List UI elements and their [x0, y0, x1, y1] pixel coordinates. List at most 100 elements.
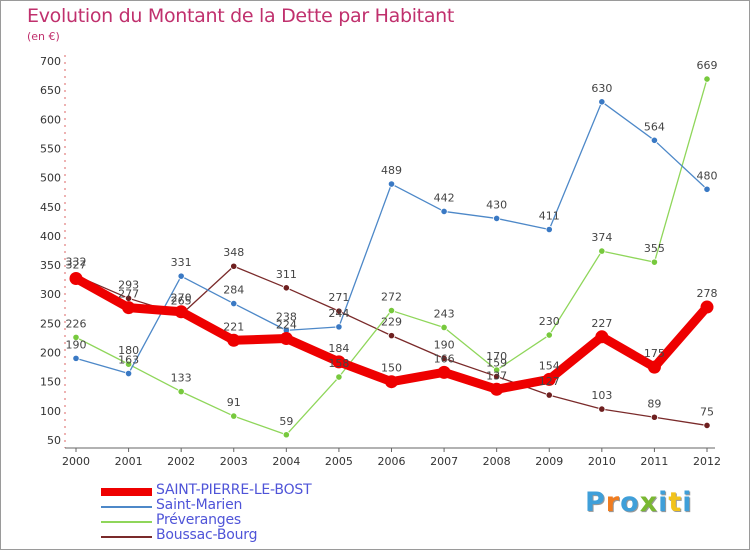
- data-label-preveranges: 243: [434, 307, 455, 320]
- data-label-preveranges: 355: [644, 242, 665, 255]
- x-tick-label: 2000: [62, 455, 90, 468]
- data-point-saint-pierre-le-bost: [174, 305, 188, 319]
- data-point-saint-marien: [335, 323, 343, 331]
- y-tick-label: 550: [40, 142, 61, 155]
- data-point-boussac-bourg: [440, 354, 448, 362]
- x-tick-label: 2012: [693, 455, 721, 468]
- data-point-preveranges: [335, 373, 343, 381]
- data-point-boussac-bourg: [282, 284, 290, 292]
- data-label-preveranges: 374: [591, 231, 612, 244]
- data-label-boussac-bourg: 311: [276, 268, 297, 281]
- data-label-preveranges: 226: [66, 317, 87, 330]
- y-tick-label: 450: [40, 201, 61, 214]
- data-label-saint-marien: 238: [276, 310, 297, 323]
- legend-label: Saint-Marien: [156, 497, 243, 513]
- data-point-preveranges: [545, 331, 553, 339]
- data-point-preveranges: [72, 333, 80, 341]
- data-point-preveranges: [493, 366, 501, 374]
- data-point-preveranges: [387, 306, 396, 315]
- brand-logo: Proxiti: [585, 487, 693, 518]
- data-label-saint-marien: 190: [66, 338, 87, 351]
- data-point-preveranges: [440, 323, 448, 332]
- data-label-saint-pierre-le-bost: 327: [66, 258, 87, 271]
- data-label-saint-pierre-le-bost: 277: [118, 288, 139, 301]
- data-label-preveranges: 170: [486, 350, 507, 363]
- data-point-saint-pierre-le-bost: [332, 355, 346, 369]
- y-tick-label: 600: [40, 113, 61, 126]
- data-point-saint-pierre-le-bost: [385, 375, 398, 389]
- data-label-saint-pierre-le-bost: 150: [381, 362, 402, 375]
- data-label-saint-pierre-le-bost: 221: [223, 320, 244, 333]
- data-label-boussac-bourg: 229: [381, 316, 402, 329]
- legend-swatch: [101, 506, 152, 508]
- data-point-preveranges: [282, 431, 290, 439]
- chart-subtitle: (en €): [27, 30, 60, 43]
- data-point-preveranges: [598, 247, 606, 255]
- x-tick-label: 2001: [115, 455, 143, 468]
- data-label-preveranges: 158: [328, 357, 349, 370]
- data-label-saint-pierre-le-bost: 270: [171, 292, 192, 305]
- data-point-saint-pierre-le-bost: [69, 271, 83, 285]
- y-tick-label: 400: [40, 230, 61, 243]
- data-label-boussac-bourg: 75: [700, 405, 714, 418]
- data-label-boussac-bourg: 265: [171, 295, 192, 308]
- legend-swatch: [101, 521, 152, 523]
- y-tick-label: 250: [40, 317, 61, 330]
- data-label-saint-marien: 489: [381, 164, 402, 177]
- data-label-saint-pierre-le-bost: 184: [328, 342, 349, 355]
- x-tick-label: 2010: [588, 455, 616, 468]
- data-point-saint-marien: [177, 272, 185, 280]
- y-tick-label: 350: [40, 259, 61, 272]
- data-label-saint-pierre-le-bost: 278: [697, 287, 718, 300]
- data-label-saint-marien: 411: [539, 210, 560, 223]
- x-tick-label: 2007: [430, 455, 458, 468]
- data-label-saint-marien: 564: [644, 120, 665, 133]
- data-point-saint-marien: [545, 225, 553, 234]
- data-point-saint-pierre-le-bost: [700, 300, 714, 314]
- data-point-preveranges: [703, 75, 711, 83]
- data-point-saint-marien: [703, 185, 711, 193]
- data-label-boussac-bourg: 332: [66, 256, 87, 269]
- data-label-saint-pierre-le-bost: 154: [539, 359, 560, 372]
- data-point-saint-marien: [230, 299, 238, 308]
- data-label-boussac-bourg: 190: [434, 338, 455, 351]
- data-point-saint-marien: [387, 180, 396, 188]
- legend-label: Préveranges: [156, 512, 241, 528]
- data-point-boussac-bourg: [230, 262, 238, 270]
- data-point-boussac-bourg: [545, 391, 553, 399]
- y-tick-label: 100: [40, 405, 61, 418]
- y-tick-label: 650: [40, 84, 61, 97]
- data-label-saint-pierre-le-bost: 166: [434, 352, 455, 365]
- data-label-saint-marien: 442: [434, 191, 455, 204]
- data-label-saint-marien: 331: [171, 256, 192, 269]
- y-tick-label: 500: [40, 172, 61, 185]
- legend-swatch: [101, 536, 152, 538]
- chart-title: Evolution du Montant de la Dette par Hab…: [27, 5, 455, 27]
- legend-label: SAINT-PIERRE-LE-BOST: [156, 482, 312, 498]
- data-label-saint-marien: 630: [591, 82, 612, 95]
- data-point-saint-marien: [493, 214, 501, 223]
- data-label-preveranges: 669: [697, 59, 718, 72]
- x-tick-label: 2003: [220, 455, 248, 468]
- data-point-preveranges: [177, 388, 185, 396]
- data-point-boussac-bourg: [598, 405, 606, 413]
- data-label-boussac-bourg: 127: [539, 375, 560, 388]
- data-label-saint-marien: 284: [223, 284, 244, 297]
- data-label-preveranges: 230: [539, 315, 560, 328]
- data-point-saint-pierre-le-bost: [595, 330, 609, 344]
- line-chart: 50 100 150 200 250 300 350 400 450 500 550 600 650 70…: [40, 55, 721, 468]
- data-label-boussac-bourg: 103: [591, 389, 612, 402]
- data-point-saint-pierre-le-bost: [227, 333, 241, 347]
- x-tick-label: 2002: [167, 455, 195, 468]
- data-label-saint-pierre-le-bost: 175: [644, 347, 665, 360]
- data-label-preveranges: 180: [118, 344, 139, 357]
- data-point-saint-pierre-le-bost: [279, 332, 293, 346]
- data-label-saint-marien: 163: [118, 354, 139, 367]
- data-point-saint-pierre-le-bost: [647, 360, 661, 374]
- y-tick-label: 50: [47, 434, 61, 447]
- data-point-preveranges: [124, 360, 133, 368]
- data-label-preveranges: 272: [381, 291, 402, 304]
- data-label-boussac-bourg: 159: [486, 356, 507, 369]
- y-tick-label: 200: [40, 347, 61, 360]
